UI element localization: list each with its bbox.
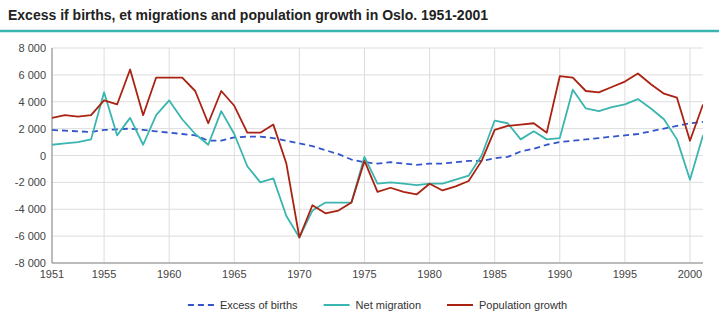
grid-line-y — [52, 74, 703, 75]
title: Excess if births, et migrations and popu… — [8, 7, 488, 23]
grid — [52, 48, 703, 263]
legend-label: Net migration — [356, 299, 421, 311]
grid-line-x — [104, 48, 105, 263]
x-tick-label: 1960 — [157, 268, 181, 280]
axes: -8 000-6 000-4 000-2 00002 0004 0006 000… — [15, 42, 703, 280]
y-tick-label: -6 000 — [15, 230, 46, 242]
x-tick-label: 1990 — [548, 268, 572, 280]
y-tick-label: 0 — [40, 150, 46, 162]
x-tick-label: 1951 — [40, 268, 64, 280]
legend: Excess of births Net migration Population … — [188, 299, 567, 311]
y-tick-label: -4 000 — [15, 203, 46, 215]
x-tick-label: 1985 — [482, 268, 506, 280]
grid-line-x — [624, 48, 625, 263]
x-tick-label: 1995 — [613, 268, 637, 280]
legend-label: Population growth — [479, 299, 567, 311]
grid-line-y — [52, 236, 703, 237]
x-tick-label: 1975 — [352, 268, 376, 280]
x-tick-label: 1970 — [287, 268, 311, 280]
grid-line-x — [169, 48, 170, 263]
grid-line-x — [429, 48, 430, 263]
grid-line-y — [52, 101, 703, 102]
series-line — [52, 70, 703, 238]
grid-line-x — [52, 48, 53, 263]
chart: Excess if births, et migrations and popu… — [0, 0, 719, 319]
x-tick-label: 1955 — [92, 268, 116, 280]
y-tick-label: -2 000 — [15, 176, 46, 188]
grid-line-x — [364, 48, 365, 263]
x-axis-line — [52, 263, 703, 264]
grid-line-x — [689, 48, 690, 263]
x-tick-label: 2000 — [678, 268, 702, 280]
grid-line-x — [234, 48, 235, 263]
header-rule — [0, 30, 719, 33]
x-tick-label: 1965 — [222, 268, 246, 280]
legend-swatch — [447, 304, 473, 306]
y-axis-line — [52, 48, 53, 263]
y-tick-label: 8 000 — [18, 42, 46, 54]
legend-item: Net migration — [324, 299, 421, 311]
y-tick-label: 2 000 — [18, 123, 46, 135]
series-line — [52, 90, 703, 238]
y-tick-label: 4 000 — [18, 96, 46, 108]
lines — [52, 70, 703, 238]
grid-line-y — [52, 48, 703, 49]
grid-line-y — [52, 155, 703, 156]
grid-line-y — [52, 263, 703, 264]
legend-item: Excess of births — [188, 299, 298, 311]
legend-item: Population growth — [447, 299, 567, 311]
legend-swatch — [188, 304, 214, 306]
y-tick-label: 6 000 — [18, 69, 46, 81]
grid-line-y — [52, 209, 703, 210]
legend-label: Excess of births — [220, 299, 298, 311]
grid-line-x — [494, 48, 495, 263]
x-tick-label: 1980 — [417, 268, 441, 280]
legend-swatch — [324, 304, 350, 306]
